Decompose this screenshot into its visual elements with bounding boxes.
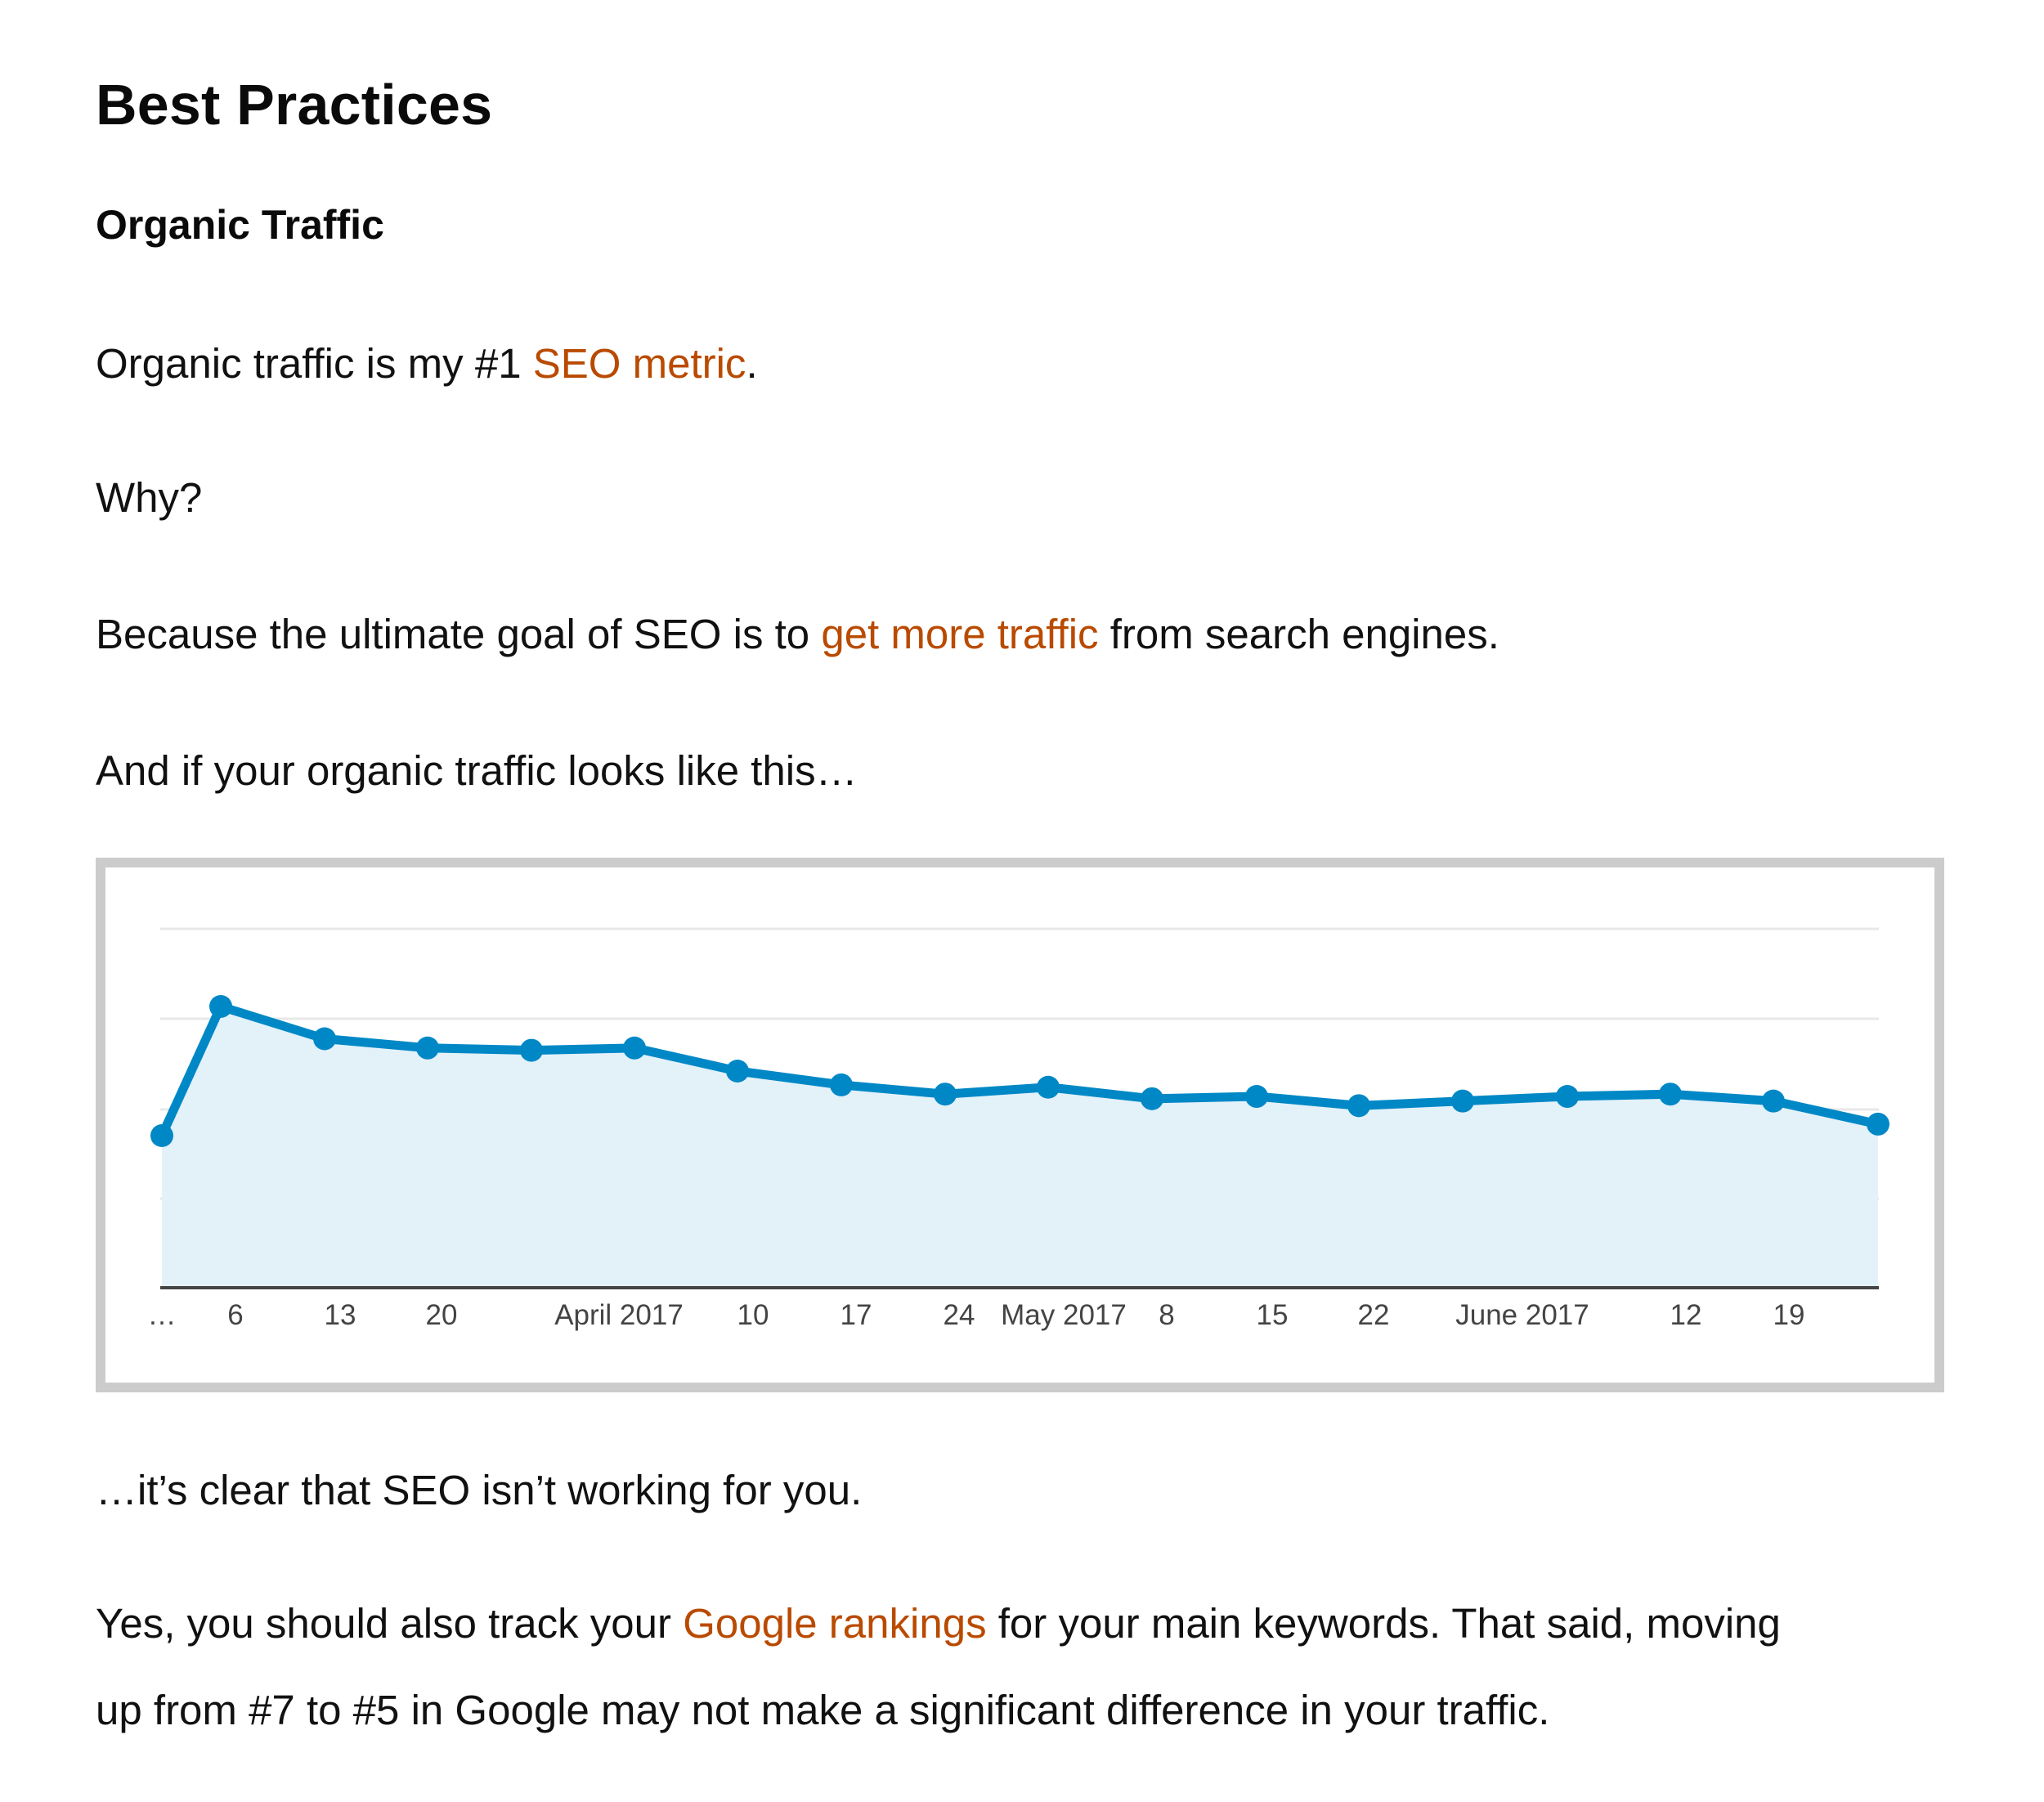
chart-area-fill [162, 1006, 1878, 1288]
chart-x-tick-label: 12 [1670, 1299, 1702, 1331]
chart-x-tick-label: 24 [944, 1299, 975, 1331]
chart-x-tick-label: … [148, 1299, 177, 1331]
chart-x-tick-labels: … 6 13 20 April 2017 10 17 24 May 2017 8 15 22 June … [148, 1299, 1805, 1331]
chart-data-point[interactable] [1451, 1089, 1474, 1113]
chart-x-tick-label: June 2017 [1455, 1299, 1589, 1331]
chart-data-point[interactable] [934, 1083, 957, 1106]
chart-data-point[interactable] [1141, 1087, 1163, 1110]
paragraph-text: Because the ultimate goal of SEO is to [96, 611, 822, 657]
page-heading: Best Practices [96, 73, 493, 137]
chart-data-point[interactable] [209, 995, 232, 1018]
chart-x-tick-label: 15 [1257, 1299, 1289, 1331]
chart-x-tick-label: 8 [1159, 1299, 1174, 1331]
chart-data-point[interactable] [1762, 1089, 1785, 1113]
chart-line [157, 1002, 1880, 1138]
paragraph-text: for your main keywords. That said, movin… [986, 1600, 1781, 1647]
section-heading: Organic Traffic [96, 202, 384, 248]
paragraph-and-if: And if your organic traffic looks like t… [96, 747, 858, 794]
chart-x-tick-label: 10 [737, 1299, 769, 1331]
paragraph-why: Why? [96, 474, 203, 521]
paragraph-clear: …it’s clear that SEO isn’t working for y… [96, 1467, 863, 1513]
chart-data-point[interactable] [1659, 1083, 1682, 1106]
get-more-traffic-link[interactable]: get more traffic [821, 611, 1099, 657]
chart-data-points [150, 995, 1889, 1147]
chart-data-point[interactable] [830, 1073, 853, 1096]
paragraph-because: Because the ultimate goal of SEO is to g… [96, 609, 1499, 660]
chart-data-point[interactable] [1037, 1075, 1060, 1099]
paragraph-text: from search engines. [1098, 611, 1499, 657]
paragraph-text: Yes, you should also track your [96, 1600, 684, 1647]
chart-x-tick-label: 6 [227, 1299, 243, 1331]
chart-data-point[interactable] [520, 1038, 543, 1062]
chart-x-tick-label: 20 [426, 1299, 458, 1331]
chart-x-tick-label: 19 [1773, 1299, 1805, 1331]
paragraph-rankings-line2: up from #7 to #5 in Google may not make … [96, 1687, 1550, 1733]
google-rankings-link[interactable]: Google rankings [683, 1600, 987, 1647]
organic-traffic-chart: … 6 13 20 April 2017 10 17 24 May 2017 8 15 22 June … [148, 927, 1889, 1331]
chart-x-tick-label: May 2017 [1001, 1299, 1127, 1331]
traffic-chart-frame: … 6 13 20 April 2017 10 17 24 May 2017 8 15 22 June … [96, 858, 1944, 1392]
chart-data-point[interactable] [150, 1124, 173, 1147]
chart-data-point[interactable] [313, 1027, 336, 1051]
paragraph-text: . [746, 340, 758, 387]
chart-data-point[interactable] [1556, 1085, 1579, 1109]
chart-x-tick-label: 17 [840, 1299, 872, 1331]
chart-data-point[interactable] [1867, 1112, 1889, 1136]
chart-x-tick-label: 22 [1358, 1299, 1390, 1331]
paragraph-seo-metric: Organic traffic is my #1 SEO metric. [96, 338, 758, 389]
chart-data-point[interactable] [1245, 1085, 1268, 1109]
paragraph-text: Organic traffic is my #1 [96, 340, 533, 387]
paragraph-rankings-line1: Yes, you should also track your Google r… [96, 1598, 1781, 1649]
chart-data-point[interactable] [1347, 1094, 1370, 1118]
seo-metric-link[interactable]: SEO metric [532, 340, 746, 387]
chart-data-point[interactable] [416, 1036, 439, 1060]
chart-x-tick-label: 13 [325, 1299, 356, 1331]
chart-x-tick-label: April 2017 [554, 1299, 684, 1331]
chart-data-point[interactable] [623, 1036, 646, 1060]
chart-data-point[interactable] [726, 1060, 749, 1083]
